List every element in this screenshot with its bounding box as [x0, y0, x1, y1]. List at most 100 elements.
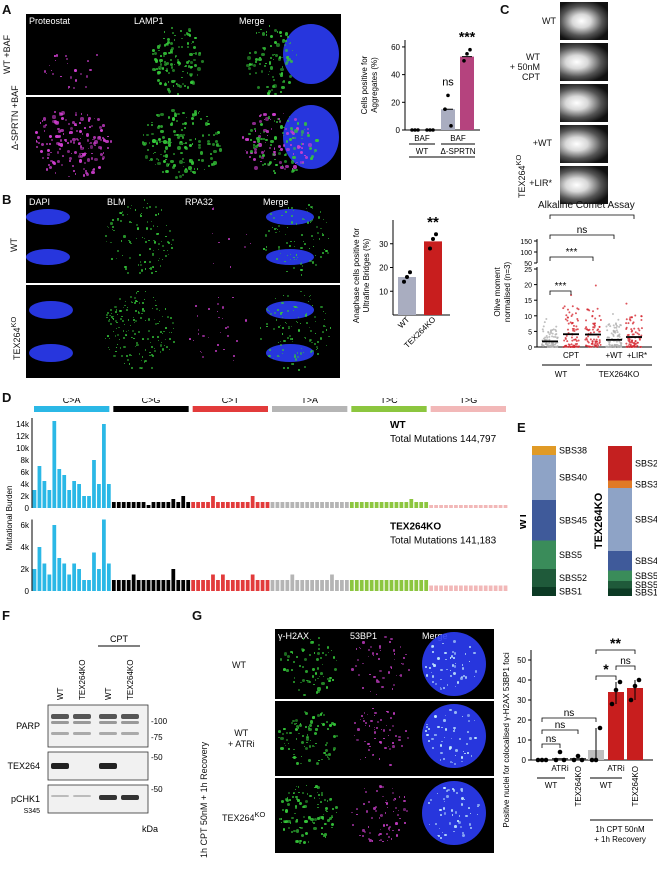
mutation-bar — [473, 585, 478, 591]
fluorescence-speck — [322, 311, 324, 313]
fluorescence-speck — [260, 28, 263, 31]
fluorescence-speck — [130, 221, 132, 223]
y-axis-label: normalised (n=3) — [503, 262, 512, 323]
mutation-bar — [260, 580, 265, 591]
data-point — [636, 341, 639, 344]
fluorescence-speck — [84, 161, 87, 164]
mutation-bar — [503, 585, 508, 591]
fluorescence-speck — [328, 336, 330, 338]
y-tick-label: 14k — [16, 420, 30, 429]
fluorescence-speck — [381, 686, 384, 689]
fluorescence-speck — [142, 134, 144, 136]
fluorescence-speck — [175, 119, 178, 122]
fluorescence-speck — [382, 824, 386, 828]
fluorescence-speck — [317, 651, 321, 655]
data-point — [599, 319, 602, 322]
fluorescence-speck — [253, 157, 257, 161]
mutation-bar — [320, 580, 324, 591]
data-point — [611, 312, 614, 315]
fluorescence-speck — [318, 675, 321, 678]
fluorescence-speck — [257, 85, 261, 89]
fluorescence-speck — [316, 353, 319, 356]
fluorescence-speck — [87, 158, 91, 162]
fluorescence-speck — [111, 313, 113, 315]
group-label: WT — [555, 370, 568, 379]
mutation-bar — [280, 502, 285, 508]
fluorescence-speck — [41, 157, 44, 160]
fluorescence-speck — [300, 274, 302, 276]
fluorescence-speck — [284, 321, 286, 323]
fluorescence-speck — [316, 786, 320, 790]
fluorescence-speck — [146, 227, 149, 230]
data-point — [589, 338, 592, 341]
signature-segment — [608, 480, 632, 488]
fluorescence-speck — [146, 221, 149, 223]
fluorescence-speck — [385, 725, 387, 727]
mutation-bar — [300, 580, 305, 591]
fluorescence-speck — [138, 353, 141, 356]
comet-image — [560, 2, 608, 40]
x-label: TEX264KO — [631, 766, 640, 806]
fluorescence-speck — [141, 312, 144, 315]
fluorescence-speck — [283, 135, 285, 137]
data-point — [546, 336, 549, 339]
fluorescence-speck — [141, 309, 145, 312]
fluorescence-speck — [186, 72, 189, 74]
fluorescence-speck — [166, 70, 169, 73]
fluorescence-speck — [293, 748, 295, 750]
mutation-bar — [126, 502, 131, 508]
fluorescence-speck — [143, 309, 146, 312]
fluorescence-speck — [128, 330, 130, 332]
mutation-bar — [468, 585, 473, 591]
fluorescence-speck — [145, 261, 147, 263]
mutation-bar — [335, 502, 339, 508]
fluorescence-speck — [177, 58, 180, 61]
data-point — [552, 343, 555, 346]
y-axis-label: Olive moment — [493, 267, 502, 317]
fluorescence-speck — [389, 637, 393, 641]
fluorescence-speck — [201, 133, 204, 137]
micro-g-merge-wt: Merge — [419, 629, 494, 699]
fluorescence-speck — [317, 216, 321, 219]
fluorescence-speck — [160, 341, 163, 344]
fluorescence-speck — [294, 259, 296, 261]
fluorescence-speck — [320, 792, 323, 795]
fluorescence-speck — [403, 657, 406, 660]
fluorescence-speck — [268, 162, 272, 165]
fluorescence-speck — [303, 649, 306, 652]
fluorescence-speck — [373, 807, 376, 810]
fluorescence-speck — [189, 138, 192, 142]
fluorescence-speck — [64, 138, 68, 142]
fluorescence-speck — [442, 642, 444, 644]
fluorescence-speck — [453, 730, 455, 733]
fluorescence-speck — [368, 838, 370, 840]
fluorescence-speck — [137, 291, 139, 293]
fluorescence-speck — [47, 163, 50, 167]
fluorescence-speck — [281, 165, 284, 168]
fluorescence-speck — [363, 830, 367, 834]
fluorescence-speck — [307, 680, 311, 684]
fluorescence-speck — [322, 713, 326, 717]
fluorescence-speck — [459, 826, 463, 829]
fluorescence-speck — [120, 240, 123, 242]
mutation-bar — [444, 505, 448, 508]
fluorescence-speck — [155, 304, 157, 306]
signature-label: SBS52 — [635, 580, 657, 590]
band — [99, 714, 117, 719]
mutation-bar — [126, 580, 131, 591]
fluorescence-speck — [61, 116, 65, 120]
sig-label: * — [590, 212, 594, 216]
fluorescence-speck — [335, 812, 338, 814]
fluorescence-speck — [182, 165, 185, 167]
fluorescence-speck — [151, 121, 154, 124]
fluorescence-speck — [167, 143, 171, 147]
mutation-bar — [310, 580, 315, 591]
fluorescence-speck — [282, 39, 286, 43]
fluorescence-speck — [459, 676, 463, 680]
fluorescence-speck — [60, 75, 62, 78]
fluorescence-speck — [453, 640, 457, 643]
fluorescence-speck — [248, 156, 251, 159]
data-point — [620, 345, 623, 348]
fluorescence-speck — [301, 265, 304, 267]
fluorescence-speck — [87, 119, 91, 122]
